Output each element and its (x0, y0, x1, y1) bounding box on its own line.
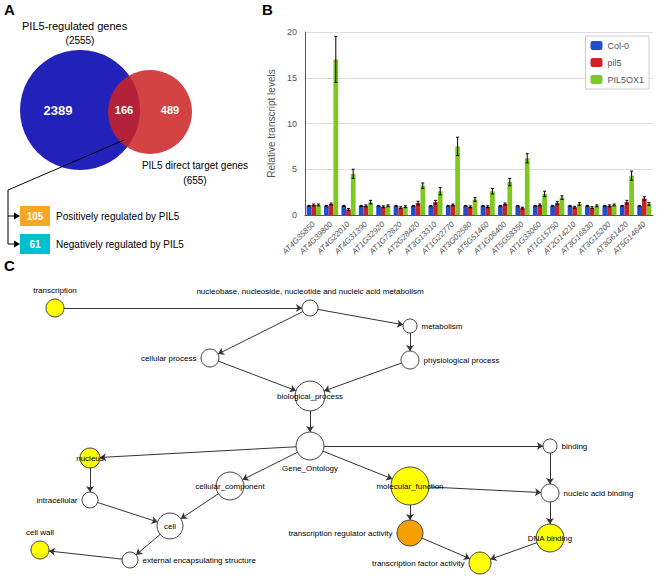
svg-text:AT1G15750: AT1G15750 (524, 219, 561, 257)
svg-text:binding: binding (562, 442, 588, 451)
svg-text:molecular_function: molecular_function (376, 482, 443, 491)
svg-text:AT2G28420: AT2G28420 (384, 219, 422, 257)
svg-text:AT4G22010: AT4G22010 (315, 219, 352, 257)
svg-text:transcription regulator activi: transcription regulator activity (288, 529, 392, 538)
svg-text:AT5G58350: AT5G58350 (489, 219, 526, 257)
svg-text:B: B (262, 1, 273, 18)
svg-text:20: 20 (287, 27, 297, 37)
svg-text:transcription: transcription (33, 286, 77, 295)
svg-text:AT4G39800: AT4G39800 (297, 219, 335, 257)
svg-text:intracellular: intracellular (37, 496, 78, 505)
svg-text:105: 105 (27, 211, 44, 222)
svg-text:61: 61 (29, 239, 41, 250)
svg-text:external encapsulating structu: external encapsulating structure (143, 556, 257, 565)
svg-text:cellular process: cellular process (141, 354, 197, 363)
svg-text:metabolism: metabolism (422, 322, 463, 331)
svg-text:AT3G16830: AT3G16830 (558, 219, 596, 257)
svg-text:(2555): (2555) (66, 35, 95, 46)
svg-text:(655): (655) (183, 175, 206, 186)
svg-text:AT2G14210: AT2G14210 (541, 219, 578, 257)
svg-text:PIL5OX1: PIL5OX1 (607, 75, 644, 85)
svg-text:0: 0 (292, 210, 297, 220)
svg-text:AT3G13310: AT3G13310 (402, 219, 439, 257)
svg-text:Relative transcript levels: Relative transcript levels (266, 69, 277, 177)
svg-text:transcription factor activity: transcription factor activity (372, 559, 464, 568)
svg-text:AT1G33060: AT1G33060 (506, 219, 544, 257)
svg-text:physiological process: physiological process (424, 356, 500, 365)
svg-text:AT1G22770: AT1G22770 (419, 219, 457, 257)
svg-text:166: 166 (115, 104, 133, 116)
svg-text:AT3G61420: AT3G61420 (593, 219, 631, 257)
svg-text:10: 10 (287, 119, 297, 129)
svg-text:2389: 2389 (44, 103, 73, 118)
svg-text:AT1G32920: AT1G32920 (350, 219, 387, 257)
svg-text:PIL5 direct target genes: PIL5 direct target genes (142, 160, 248, 171)
svg-text:AT1G06400: AT1G06400 (471, 219, 509, 257)
svg-text:Positively regulated by PIL5: Positively regulated by PIL5 (56, 211, 180, 222)
svg-text:PIL5-regulated genes: PIL5-regulated genes (22, 20, 128, 32)
svg-text:AT5G14640: AT5G14640 (610, 219, 647, 256)
svg-text:489: 489 (161, 104, 179, 116)
svg-text:Negatively regulated by PIL5: Negatively regulated by PIL5 (56, 239, 184, 250)
svg-text:nucleobase, nucleoside, nucleo: nucleobase, nucleoside, nucleotide and n… (196, 287, 424, 296)
svg-text:biological_process: biological_process (277, 392, 343, 401)
svg-text:C: C (4, 257, 15, 274)
svg-text:AT1G72820: AT1G72820 (367, 219, 404, 257)
svg-text:5: 5 (292, 164, 297, 174)
svg-text:Gene_Ontology: Gene_Ontology (282, 464, 338, 473)
svg-text:cell wall: cell wall (26, 528, 54, 537)
svg-text:nucleic acid binding: nucleic acid binding (564, 489, 634, 498)
svg-text:AT3G15200: AT3G15200 (576, 219, 613, 257)
svg-text:nucleus: nucleus (76, 454, 104, 463)
svg-text:AT5G51460: AT5G51460 (454, 219, 491, 257)
svg-text:cell: cell (164, 522, 176, 531)
svg-text:Col-0: Col-0 (607, 41, 629, 51)
svg-text:AT4G31390: AT4G31390 (332, 219, 370, 257)
svg-text:pil5: pil5 (607, 58, 621, 68)
svg-text:cellular_component: cellular_component (195, 482, 265, 491)
svg-text:AT4G35850: AT4G35850 (280, 219, 317, 257)
svg-text:15: 15 (287, 73, 297, 83)
svg-text:DNA binding: DNA binding (528, 534, 572, 543)
svg-text:A: A (4, 1, 15, 18)
svg-text:AT3G02580: AT3G02580 (437, 219, 474, 257)
